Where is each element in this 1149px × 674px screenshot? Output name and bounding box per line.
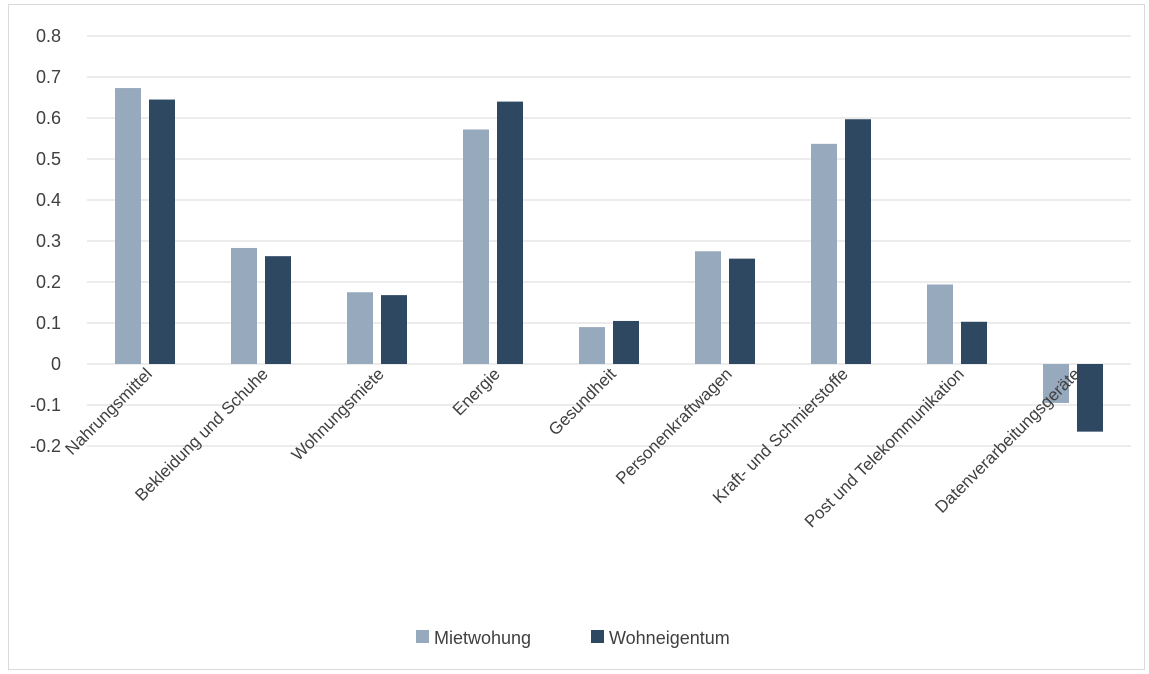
legend-swatch [416, 630, 429, 643]
y-tick-label: -0.2 [30, 436, 61, 456]
bar-wohneigentum [613, 320, 639, 364]
bar-wohneigentum [961, 321, 987, 364]
x-category-label: Energie [449, 364, 504, 419]
bar-mietwohung [115, 88, 141, 364]
x-category-label: Bekleidung und Schuhe [131, 364, 271, 504]
y-tick-label: 0.4 [36, 190, 61, 210]
bar-wohneigentum [845, 119, 871, 364]
bar-mietwohung [347, 292, 373, 364]
bar-wohneigentum [381, 295, 407, 364]
legend-label: Mietwohung [434, 628, 531, 648]
bar-mietwohung [1043, 364, 1069, 403]
x-category-label: Nahrungsmittel [62, 364, 156, 458]
bar-wohneigentum [1077, 364, 1103, 432]
y-tick-label: 0.6 [36, 108, 61, 128]
y-axis-ticks: 0.8 0.7 0.6 0.5 0.4 0.3 0.2 0.1 0 -0.1 -0.2 [30, 26, 61, 456]
x-category-label: Wohnungsmiete [288, 364, 388, 464]
y-tick-label: 0.3 [36, 231, 61, 251]
bar-mietwohung [811, 143, 837, 364]
bar-wohneigentum [265, 256, 291, 364]
bar-mietwohung [579, 327, 605, 364]
chart-frame [8, 4, 1145, 670]
legend: Mietwohung Wohneigentum [416, 628, 730, 648]
bar-mietwohung [927, 284, 953, 364]
bar-mietwohung [231, 247, 257, 364]
bar-wohneigentum [149, 99, 175, 365]
bar-mietwohung [695, 251, 721, 364]
bar-wohneigentum [497, 101, 523, 364]
y-tick-label: 0.7 [36, 67, 61, 87]
legend-label: Wohneigentum [609, 628, 730, 648]
x-category-label: Kraft- und Schmierstoffe [709, 364, 852, 507]
bars [115, 88, 1103, 432]
bar-mietwohung [463, 129, 489, 364]
y-tick-label: 0.5 [36, 149, 61, 169]
y-tick-label: 0.8 [36, 26, 61, 46]
bar-wohneigentum [729, 258, 755, 364]
x-category-label: Personenkraftwagen [612, 364, 736, 488]
y-tick-label: 0 [51, 354, 61, 374]
y-tick-label: 0.1 [36, 313, 61, 333]
gridlines [87, 35, 1131, 447]
y-tick-label: -0.1 [30, 395, 61, 415]
x-category-label: Gesundheit [545, 364, 620, 439]
legend-swatch [591, 630, 604, 643]
y-tick-label: 0.2 [36, 272, 61, 292]
